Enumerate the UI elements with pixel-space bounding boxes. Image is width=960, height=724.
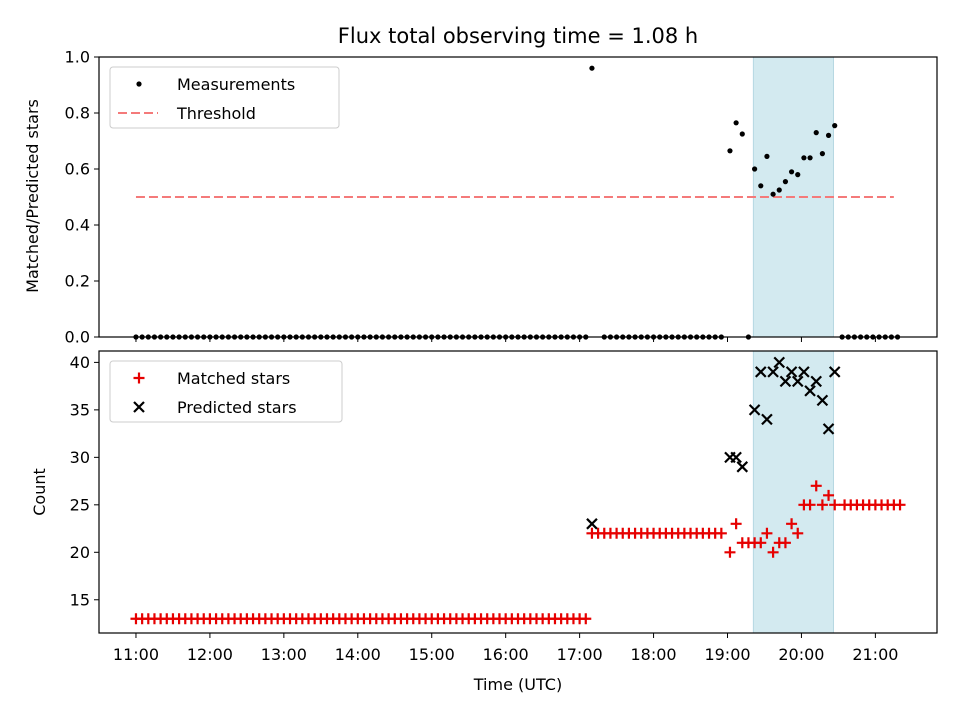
x-tick-label: 16:00 — [483, 645, 529, 664]
data-point — [795, 172, 801, 178]
y-tick-label: 35 — [70, 400, 90, 419]
data-point — [786, 518, 798, 530]
x-axis-label: Time (UTC) — [473, 675, 562, 694]
data-point — [779, 537, 791, 549]
y-tick-label: 20 — [70, 543, 90, 562]
data-point — [739, 131, 745, 137]
data-point — [804, 499, 816, 511]
data-point — [816, 394, 829, 407]
legend-box — [109, 66, 340, 129]
data-point — [798, 366, 810, 378]
data-point — [779, 375, 792, 388]
x-tick-label: 18:00 — [631, 645, 677, 664]
chart-title: Flux total observing time = 1.08 h — [338, 24, 698, 48]
data-point — [810, 375, 823, 388]
legend-label: Measurements — [177, 75, 295, 94]
data-point — [730, 451, 742, 464]
data-point — [832, 123, 838, 129]
bottom-axes: 15 20 25 30 35 40 11:00 12:00 13:00 14:00 15:00 16:… — [70, 350, 938, 664]
x-tick-label: 20:00 — [778, 645, 824, 664]
data-point — [776, 187, 782, 193]
y-tick-label: 1.0 — [65, 48, 90, 67]
data-point — [754, 366, 767, 378]
data-point — [715, 527, 727, 539]
x-tick-label: 15:00 — [409, 645, 455, 664]
data-point — [736, 461, 749, 473]
data-point — [823, 489, 835, 501]
y-tick-label: 15 — [70, 590, 90, 609]
legend-label: Matched stars — [177, 369, 290, 388]
data-point — [733, 120, 739, 126]
y-tick-label: 0.8 — [65, 104, 90, 123]
data-point — [761, 527, 773, 539]
x-tick-label: 21:00 — [852, 645, 898, 664]
axes-frame — [98, 56, 938, 338]
data-point — [792, 527, 804, 539]
y-tick-label: 0.4 — [65, 216, 90, 235]
data-point — [755, 537, 767, 549]
y-tick-label: 0.0 — [65, 328, 90, 347]
x-tick-label: 14:00 — [335, 645, 381, 664]
data-point — [727, 148, 733, 154]
data-point — [586, 518, 598, 530]
data-point — [580, 613, 592, 625]
data-point — [770, 191, 776, 197]
data-point — [813, 130, 819, 136]
legend-marker — [136, 81, 142, 87]
top-axes: 0.0 0.2 0.4 0.6 0.8 1.0 Measurements Threshold — [65, 48, 938, 347]
x-tick-label: 17:00 — [557, 645, 603, 664]
y-tick-label: 40 — [70, 353, 90, 372]
data-point — [822, 423, 835, 435]
highlight-span — [753, 351, 834, 633]
y-tick-label: 30 — [70, 448, 90, 467]
data-point — [782, 179, 789, 185]
data-point — [773, 356, 786, 369]
legend-label: Predicted stars — [177, 398, 297, 417]
data-point — [788, 169, 795, 175]
data-point — [748, 404, 761, 416]
legend-marker — [133, 401, 145, 413]
data-point — [761, 413, 773, 426]
data-point — [589, 65, 595, 71]
data-point — [767, 366, 779, 378]
bottom-y-axis-label: Count — [30, 468, 49, 516]
x-tick-label: 11:00 — [113, 645, 159, 664]
data-point — [828, 366, 841, 378]
data-point — [829, 499, 841, 511]
data-point — [825, 132, 832, 138]
y-tick-label: 0.2 — [65, 272, 90, 291]
data-point — [819, 151, 825, 157]
data-point — [894, 499, 906, 511]
data-point — [807, 155, 813, 161]
data-point — [767, 546, 779, 558]
data-point — [801, 155, 807, 161]
data-point — [791, 375, 804, 388]
data-point — [804, 385, 816, 397]
axes-frame — [98, 350, 938, 634]
y-tick-label: 25 — [70, 495, 90, 514]
x-tick-label: 12:00 — [187, 645, 233, 664]
data-point — [764, 153, 770, 159]
top-y-axis-label: Matched/Predicted stars — [23, 99, 42, 293]
x-tick-label: 19:00 — [704, 645, 750, 664]
data-point — [758, 183, 764, 189]
data-point — [724, 546, 736, 558]
legend-marker — [133, 372, 145, 384]
data-point — [785, 366, 798, 378]
y-tick-label: 0.6 — [65, 160, 90, 179]
data-point — [810, 480, 822, 492]
legend-box — [109, 360, 343, 423]
legend-label: Threshold — [176, 104, 256, 123]
data-point — [752, 166, 758, 172]
data-point — [730, 518, 742, 530]
data-point — [816, 499, 828, 511]
x-tick-label: 13:00 — [261, 645, 307, 664]
